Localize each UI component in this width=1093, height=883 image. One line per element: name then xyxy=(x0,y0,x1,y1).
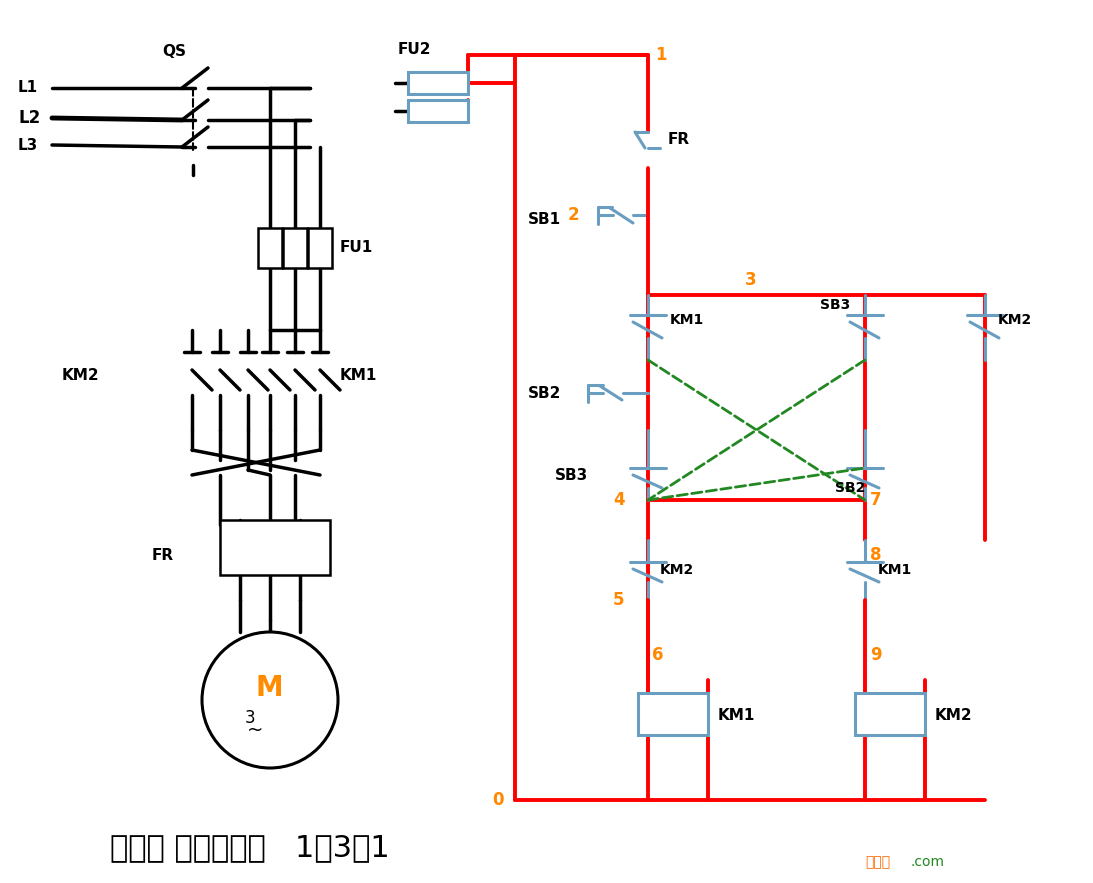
Bar xyxy=(408,72,468,94)
Text: SB2: SB2 xyxy=(835,481,866,495)
Text: 1: 1 xyxy=(655,46,667,64)
Text: L1: L1 xyxy=(17,80,38,95)
Text: 3: 3 xyxy=(245,709,256,727)
Text: SB3: SB3 xyxy=(820,298,850,312)
Text: SB1: SB1 xyxy=(528,213,561,228)
Text: 接触器 正反转线路   1／3－1: 接触器 正反转线路 1／3－1 xyxy=(110,834,390,863)
Text: FU2: FU2 xyxy=(398,42,432,57)
Bar xyxy=(308,228,332,268)
Text: KM2: KM2 xyxy=(660,563,694,577)
Bar xyxy=(283,228,307,268)
Bar xyxy=(258,228,282,268)
Text: ~: ~ xyxy=(247,721,263,739)
Text: SB3: SB3 xyxy=(555,467,588,482)
Text: KM1: KM1 xyxy=(718,707,755,722)
Text: KM1: KM1 xyxy=(670,313,704,327)
Text: L3: L3 xyxy=(17,138,38,153)
Text: 6: 6 xyxy=(653,646,663,664)
Text: 9: 9 xyxy=(870,646,882,664)
Text: L2: L2 xyxy=(17,109,40,127)
Text: KM2: KM2 xyxy=(935,707,973,722)
Bar xyxy=(638,693,708,735)
Text: 5: 5 xyxy=(613,591,624,609)
Text: QS: QS xyxy=(162,44,186,59)
Text: 8: 8 xyxy=(870,546,881,564)
Text: .com: .com xyxy=(910,855,944,869)
Text: 接线图: 接线图 xyxy=(865,855,890,869)
Text: 3: 3 xyxy=(745,271,756,289)
Bar xyxy=(408,100,468,122)
Text: KM1: KM1 xyxy=(878,563,913,577)
Text: KM2: KM2 xyxy=(998,313,1032,327)
Text: KM1: KM1 xyxy=(340,367,377,382)
Text: FR: FR xyxy=(152,547,174,562)
Text: SB2: SB2 xyxy=(528,386,562,401)
Text: FR: FR xyxy=(668,132,690,147)
Text: 7: 7 xyxy=(870,491,882,509)
Text: 4: 4 xyxy=(613,491,624,509)
Text: M: M xyxy=(255,674,283,702)
Bar xyxy=(855,693,925,735)
Text: 0: 0 xyxy=(492,791,504,809)
Circle shape xyxy=(202,632,338,768)
Text: FU1: FU1 xyxy=(340,240,373,255)
Text: 2: 2 xyxy=(568,206,579,224)
Bar xyxy=(220,520,330,575)
Text: KM2: KM2 xyxy=(62,367,99,382)
